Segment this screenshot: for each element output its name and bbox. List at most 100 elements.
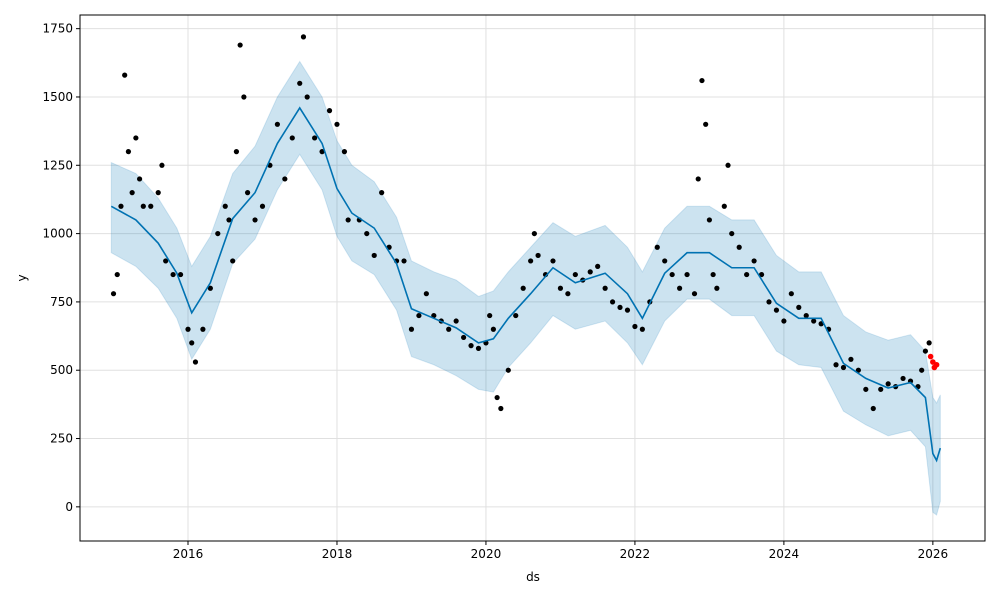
recent-point <box>927 353 934 360</box>
observed-point <box>691 291 698 297</box>
observed-point <box>788 291 794 297</box>
observed-point <box>513 312 519 319</box>
x-tick-label: 2024 <box>769 547 800 561</box>
observed-point <box>766 299 772 305</box>
observed-point <box>870 405 876 412</box>
recent-point <box>933 361 940 368</box>
observed-point <box>125 149 132 155</box>
observed-point <box>118 203 124 209</box>
observed-point <box>364 230 370 237</box>
observed-point <box>244 190 251 196</box>
observed-point <box>252 217 258 223</box>
observed-point <box>241 94 247 100</box>
x-tick-label: 2022 <box>620 547 651 561</box>
observed-point <box>148 203 154 209</box>
observed-point <box>695 176 701 182</box>
observed-point <box>617 304 623 310</box>
observed-point <box>669 271 675 278</box>
observed-point <box>431 312 437 319</box>
observed-point <box>773 307 780 313</box>
observed-point <box>528 258 534 264</box>
x-tick-label: 2016 <box>173 547 204 561</box>
observed-point <box>379 190 385 196</box>
observed-point <box>572 271 578 278</box>
observed-point <box>163 258 169 264</box>
observed-point <box>632 323 638 330</box>
observed-point <box>677 285 683 291</box>
observed-point <box>274 121 280 127</box>
observed-point <box>155 190 161 196</box>
observed-point <box>840 364 847 371</box>
observed-point <box>557 285 564 291</box>
observed-point <box>222 203 228 209</box>
observed-point <box>300 34 307 40</box>
observed-point <box>602 285 608 291</box>
observed-point <box>237 42 243 48</box>
observed-point <box>703 121 709 127</box>
y-tick-label: 1750 <box>42 22 73 36</box>
observed-point <box>416 312 422 319</box>
observed-point <box>781 318 787 324</box>
observed-point <box>699 77 705 84</box>
observed-point <box>401 258 407 264</box>
observed-point <box>505 367 511 373</box>
observed-point <box>494 394 500 401</box>
observed-point <box>114 271 120 278</box>
observed-point <box>684 271 690 278</box>
observed-point <box>185 326 191 332</box>
observed-points <box>110 34 932 412</box>
observed-point <box>751 258 757 264</box>
observed-point <box>122 72 128 78</box>
observed-point <box>475 345 482 351</box>
observed-point <box>289 135 295 141</box>
observed-point <box>136 176 143 182</box>
observed-point <box>919 367 925 373</box>
x-tick-label: 2026 <box>918 547 949 561</box>
observed-point <box>215 230 221 237</box>
observed-point <box>192 359 199 365</box>
observed-point <box>706 217 713 223</box>
observed-point <box>129 190 135 196</box>
observed-point <box>863 386 869 392</box>
observed-point <box>408 326 415 332</box>
observed-point <box>833 362 839 368</box>
y-tick-label: 750 <box>50 295 73 309</box>
axis-ticks: 2016 2018 2020 2022 2024 2026 0 250 500 750 1000 12… <box>42 22 948 561</box>
observed-point <box>744 271 750 278</box>
observed-point <box>226 217 232 223</box>
y-axis-label: y <box>15 274 29 281</box>
observed-point <box>796 304 802 310</box>
observed-point <box>319 149 325 155</box>
observed-point <box>140 203 146 209</box>
observed-point <box>230 258 236 264</box>
observed-point <box>304 94 310 100</box>
observed-point <box>461 334 467 341</box>
observed-point <box>110 291 117 297</box>
observed-point <box>345 217 351 223</box>
forecast-line <box>110 106 942 463</box>
observed-point <box>885 381 891 387</box>
observed-point <box>423 291 429 297</box>
observed-point <box>714 285 720 291</box>
y-tick-label: 1000 <box>42 227 73 241</box>
observed-point <box>725 162 731 168</box>
observed-point <box>758 271 765 278</box>
observed-point <box>133 135 139 141</box>
observed-point <box>926 340 932 346</box>
y-tick-label: 500 <box>50 363 73 377</box>
observed-point <box>233 149 240 155</box>
observed-point <box>490 326 496 332</box>
observed-point <box>848 356 854 362</box>
observed-point <box>189 340 195 346</box>
observed-point <box>177 271 184 278</box>
observed-point <box>811 318 817 324</box>
x-axis-label: ds <box>526 570 540 584</box>
y-tick-label: 1250 <box>42 158 73 172</box>
observed-point <box>654 244 660 250</box>
x-tick-label: 2018 <box>322 547 353 561</box>
recent-points <box>927 353 940 371</box>
observed-point <box>200 326 206 332</box>
y-tick-label: 1500 <box>42 90 73 104</box>
observed-point <box>662 258 668 264</box>
